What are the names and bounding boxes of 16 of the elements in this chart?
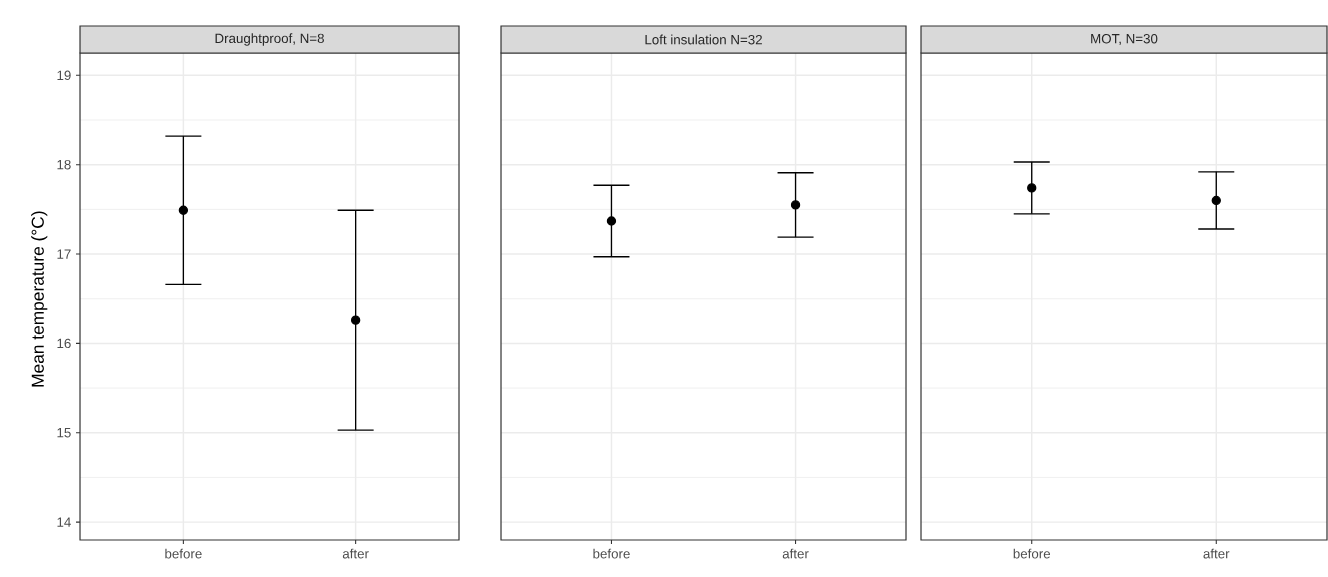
y-tick-label: 16 (57, 338, 71, 349)
y-tick-label: 14 (57, 517, 71, 527)
y-tick-label: 19 (57, 70, 71, 81)
y-axis-title: Mean temperature (°C) (31, 211, 48, 387)
chart-title: MOT, N=30 (1091, 33, 1158, 45)
y-tick-label: 17 (57, 249, 71, 259)
x-tick-label: after (1203, 548, 1230, 559)
x-tick-label: after (782, 548, 809, 559)
chart-title: Loft insulation N=32 (645, 34, 762, 45)
y-tick-label: 15 (57, 428, 71, 438)
x-tick-label: before (593, 548, 630, 559)
chart-title: Draughtproof, N=8 (215, 33, 324, 46)
x-tick-label: before (165, 548, 202, 559)
x-tick-label: after (342, 548, 369, 559)
y-tick-label: 18 (57, 159, 71, 170)
x-tick-label: before (1013, 548, 1051, 559)
